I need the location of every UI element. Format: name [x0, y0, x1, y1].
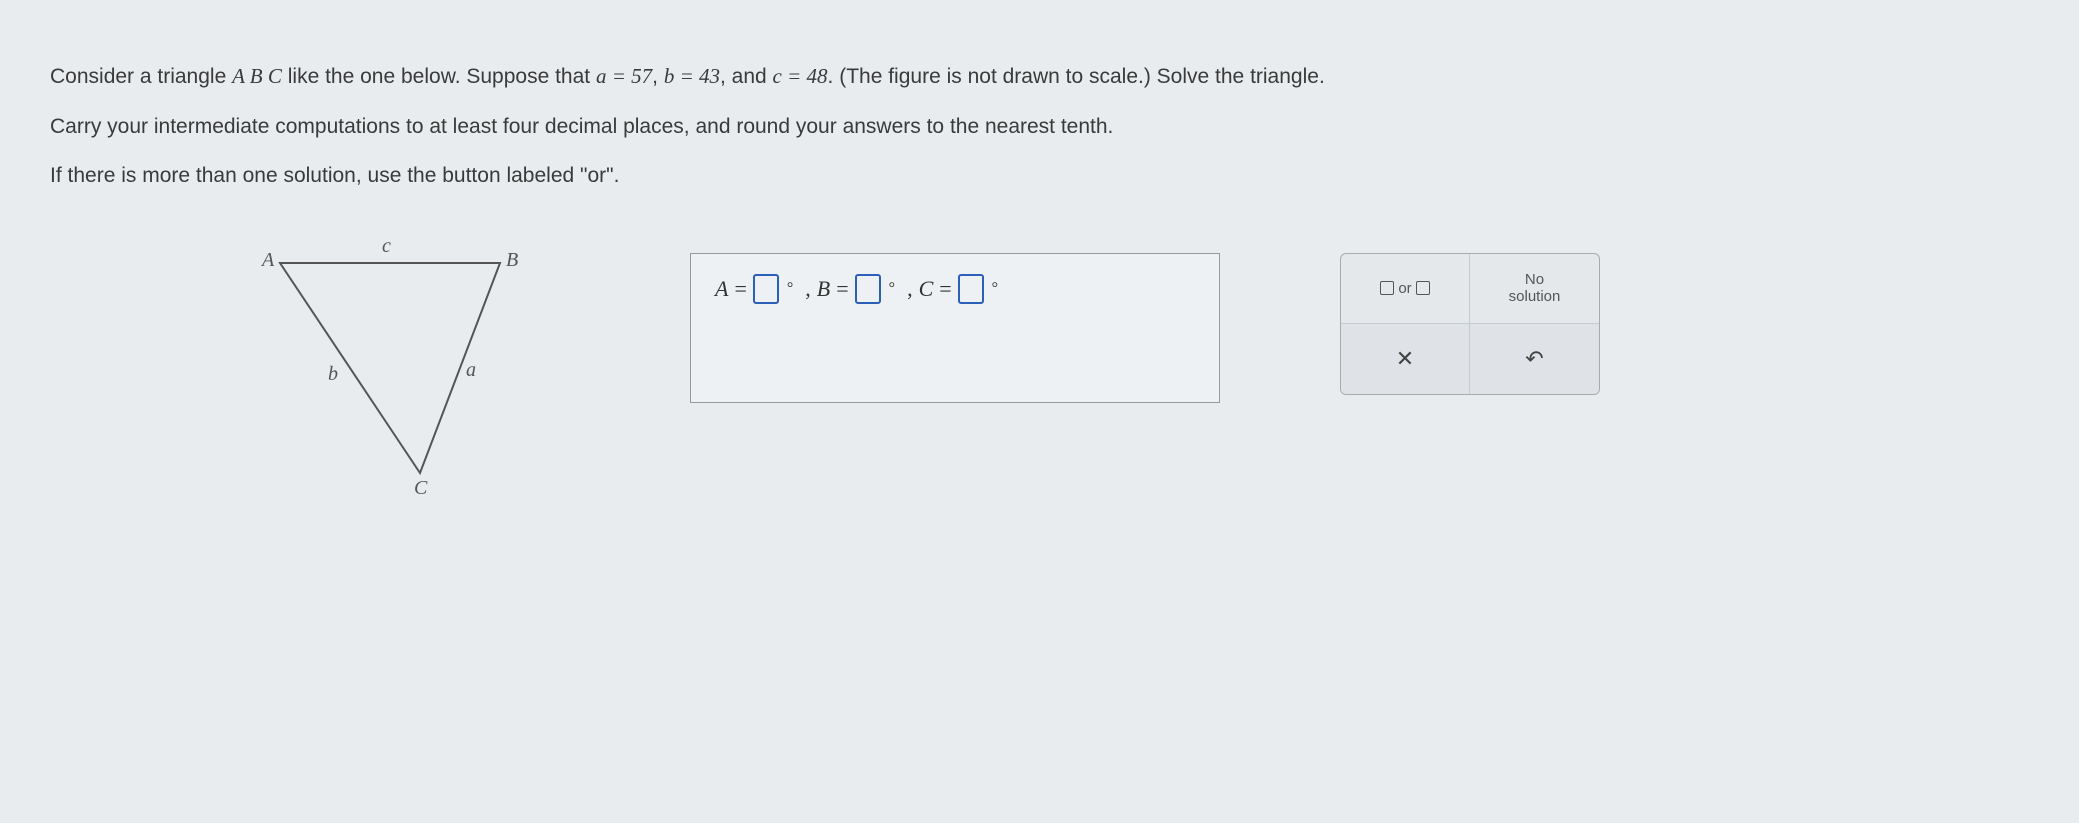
text: Consider a triangle [50, 65, 232, 88]
degree-symbol: ° [889, 280, 895, 298]
answer-B-group: B = °, [817, 274, 913, 304]
answer-C-group: C = ° [919, 274, 1005, 304]
text: like the one below. Suppose that [282, 65, 596, 88]
problem-statement: Consider a triangle A B C like the one b… [50, 60, 2029, 193]
eq-sign: = [734, 276, 746, 302]
triangle-figure: A B C c b a [270, 253, 570, 513]
no-solution-label: No solution [1509, 271, 1561, 305]
box-icon [1416, 281, 1430, 295]
answer-box: A = °, B = °, C = ° [690, 253, 1220, 403]
problem-line-2: Carry your intermediate computations to … [50, 110, 2029, 144]
angle-B-input[interactable] [855, 274, 881, 304]
answer-A-group: A = °, [715, 274, 811, 304]
triangle-svg [270, 253, 570, 513]
answer-label-B: B [817, 276, 830, 302]
given-c: c = 48 [773, 64, 828, 88]
vertex-label-B: B [506, 249, 518, 272]
comma: , [805, 276, 811, 302]
answer-label-C: C [919, 276, 934, 302]
eq-sign: = [939, 276, 951, 302]
side-label-b: b [328, 363, 338, 386]
triangle-name: A B C [232, 64, 282, 88]
given-a: a = 57 [596, 64, 652, 88]
angle-A-input[interactable] [753, 274, 779, 304]
or-button[interactable]: or [1341, 254, 1470, 324]
no-solution-button[interactable]: No solution [1470, 254, 1599, 324]
given-b: b = 43 [664, 64, 720, 88]
clear-button[interactable]: ✕ [1341, 324, 1470, 394]
degree-symbol: ° [787, 280, 793, 298]
undo-icon: ↶ [1525, 346, 1543, 372]
degree-symbol: ° [992, 280, 998, 298]
side-label-c: c [382, 235, 391, 258]
problem-line-1: Consider a triangle A B C like the one b… [50, 60, 2029, 94]
eq-sign: = [836, 276, 848, 302]
toolbox: or No solution ✕ ↶ [1340, 253, 1600, 395]
text: . (The figure is not drawn to scale.) So… [828, 65, 1325, 88]
side-label-a: a [466, 359, 476, 382]
content-area: A B C c b a A = °, B = °, C = ° or [50, 253, 2029, 513]
answer-label-A: A [715, 276, 728, 302]
close-icon: ✕ [1396, 346, 1414, 372]
undo-button[interactable]: ↶ [1470, 324, 1599, 394]
box-icon [1380, 281, 1394, 295]
vertex-label-C: C [414, 477, 427, 500]
comma: , [907, 276, 913, 302]
or-label: or [1398, 280, 1411, 297]
angle-C-input[interactable] [958, 274, 984, 304]
vertex-label-A: A [262, 249, 274, 272]
problem-line-3: If there is more than one solution, use … [50, 159, 2029, 193]
